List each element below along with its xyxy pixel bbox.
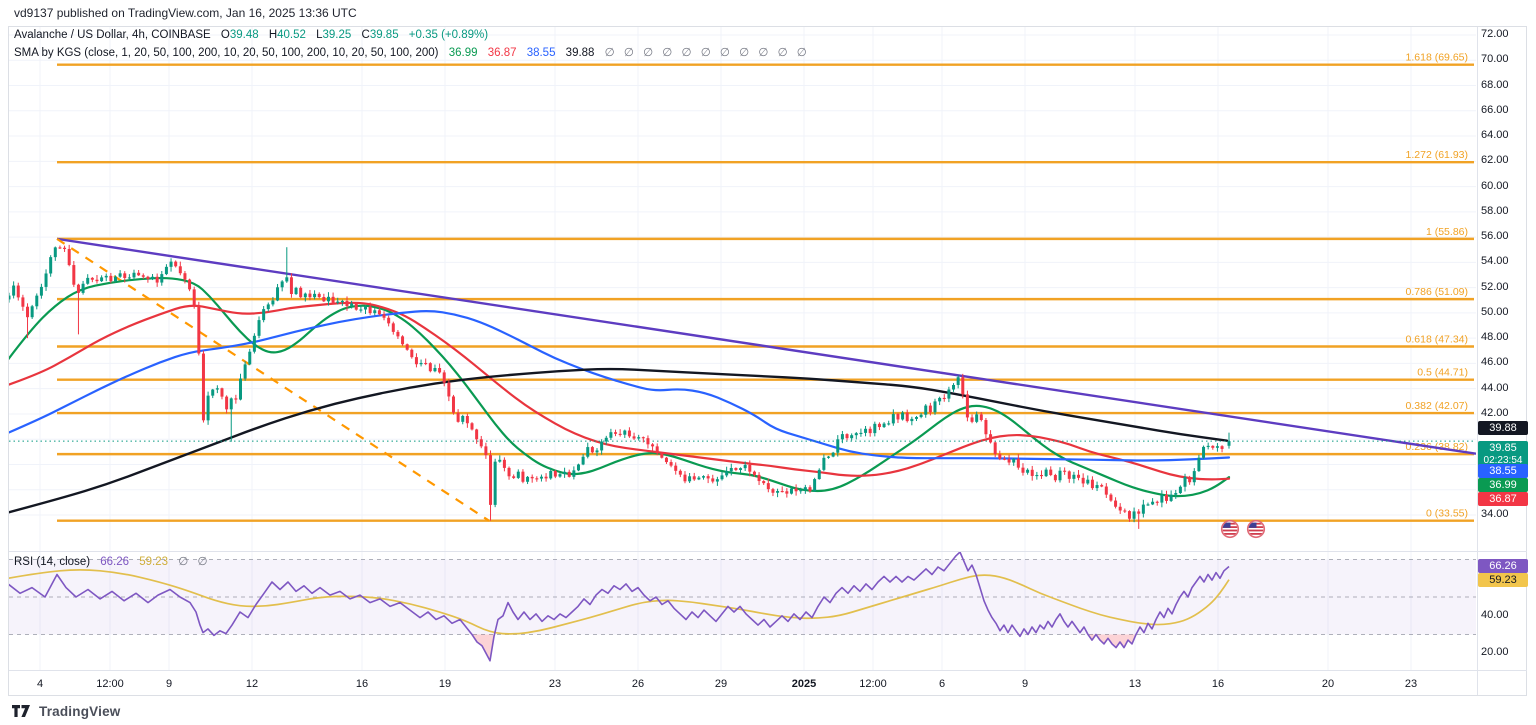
fib-level-label: 1.618 (69.65): [1406, 52, 1468, 64]
rsi-tick-label: 20.00: [1481, 646, 1509, 659]
symbol-title[interactable]: Avalanche / US Dollar, 4h, COINBASE: [14, 29, 211, 41]
sma-100-price-badge: 38.55: [1478, 464, 1528, 478]
price-tick-label: 50.00: [1481, 305, 1509, 318]
sma-legend[interactable]: SMA by KGS (close, 1, 20, 50, 100, 200, …: [14, 45, 810, 59]
price-tick-label: 60.00: [1481, 179, 1509, 192]
time-tick-label: 26: [631, 678, 645, 690]
us-flag-marker[interactable]: [1246, 519, 1266, 539]
time-tick-label: 16: [1211, 678, 1225, 690]
rsi-value-badge: 66.26: [1478, 559, 1528, 573]
fib-level-label: 1.272 (61.93): [1406, 149, 1468, 161]
time-tick-label: 20: [1321, 678, 1335, 690]
time-tick-label: 2025: [791, 678, 817, 690]
rsi-pane[interactable]: [9, 552, 1476, 670]
published-bar: vd9137 published on TradingView.com, Jan…: [0, 0, 1536, 26]
sma-20-price-badge: 36.99: [1478, 478, 1528, 492]
price-tick-label: 52.00: [1481, 280, 1509, 293]
ohlc-close-label: C: [361, 29, 370, 41]
fib-level-label: 0.786 (51.09): [1406, 286, 1468, 298]
price-tick-label: 48.00: [1481, 331, 1509, 344]
price-tick-label: 34.00: [1481, 508, 1509, 520]
fib-level-label: 0.618 (47.34): [1406, 333, 1468, 345]
time-tick-label: 23: [548, 678, 562, 690]
time-tick-label: 12:00: [859, 678, 887, 690]
rsi-tick-label: 40.00: [1481, 608, 1509, 621]
price-tick-label: 56.00: [1481, 230, 1509, 243]
price-tick-label: 64.00: [1481, 129, 1509, 142]
fib-level-label: 0 (33.55): [1426, 508, 1468, 520]
time-tick-label: 19: [438, 678, 452, 690]
sma-50-value: 36.87: [487, 47, 517, 59]
sma-20-value: 36.99: [448, 47, 478, 59]
time-tick-label: 12:00: [96, 678, 124, 690]
rsi-value: 66.26: [100, 556, 130, 568]
fib-level-label: 0.5 (44.71): [1417, 367, 1468, 379]
price-tick-label: 72.00: [1481, 28, 1509, 40]
main-price-pane[interactable]: 1.618 (69.65) 1.272 (61.93) 1 (55.86) 0.786…: [9, 27, 1476, 551]
sma-200-value: 39.88: [565, 47, 595, 59]
price-tick-label: 70.00: [1481, 53, 1509, 66]
price-tick-label: 62.00: [1481, 154, 1509, 167]
price-axis-separator: [1477, 27, 1478, 695]
time-tick-label: 29: [714, 678, 728, 690]
rsi-indicator-title[interactable]: RSI (14, close): [14, 556, 91, 568]
sma-200-price-badge: 39.88: [1478, 421, 1528, 435]
time-tick-label: 16: [355, 678, 369, 690]
price-tick-label: 46.00: [1481, 356, 1509, 369]
tradingview-footer[interactable]: TradingView: [12, 701, 120, 721]
us-flag-marker[interactable]: [1220, 519, 1240, 539]
price-tick-label: 54.00: [1481, 255, 1509, 268]
tradingview-logo-icon: [12, 704, 30, 717]
time-tick-label: 12: [245, 678, 259, 690]
ohlc-open-value: 39.48: [229, 29, 259, 41]
time-tick-label: 6: [938, 678, 946, 690]
change-value: +0.35 (+0.89%): [408, 29, 489, 41]
time-tick-label: 9: [1021, 678, 1029, 690]
fib-level-label: 1 (55.86): [1426, 226, 1468, 238]
sma-20-line: [9, 276, 1231, 498]
main-grid: [9, 27, 1476, 551]
sma-indicator-title[interactable]: SMA by KGS (close, 1, 20, 50, 100, 200, …: [14, 47, 439, 59]
ohlc-close-value: 39.85: [369, 29, 399, 41]
sma-empty-values: ∅ ∅ ∅ ∅ ∅ ∅ ∅ ∅ ∅ ∅ ∅: [604, 47, 810, 59]
rsi-empty-values: ∅ ∅: [178, 556, 211, 568]
sma-50-price-badge: 36.87: [1478, 492, 1528, 506]
price-tick-label: 44.00: [1481, 381, 1509, 394]
sma-100-value: 38.55: [526, 47, 556, 59]
fib-level-label: 0.382 (42.07): [1406, 400, 1468, 412]
time-tick-label: 9: [165, 678, 173, 690]
price-tick-label: 66.00: [1481, 103, 1509, 116]
ohlc-high-value: 40.52: [277, 29, 306, 41]
symbol-legend[interactable]: Avalanche / US Dollar, 4h, COINBASE O39.…: [14, 29, 488, 41]
ohlc-high-label: H: [268, 29, 278, 41]
rsi-ma-value-badge: 59.23: [1478, 573, 1528, 587]
tradingview-brand-text: TradingView: [39, 703, 121, 719]
time-axis-separator: [9, 670, 1527, 671]
ohlc-open-label: O: [220, 29, 230, 41]
rsi-band: [9, 559, 1476, 635]
rsi-legend[interactable]: RSI (14, close) 66.26 59.23 ∅ ∅: [14, 554, 210, 568]
rsi-ma-value: 59.23: [139, 556, 169, 568]
time-tick-label: 13: [1128, 678, 1142, 690]
fib-retracement: 1.618 (69.65) 1.272 (61.93) 1 (55.86) 0.786…: [57, 52, 1474, 522]
time-tick-label: 23: [1404, 678, 1418, 690]
ohlc-low-value: 39.25: [322, 29, 352, 41]
price-tick-label: 68.00: [1481, 78, 1509, 91]
time-tick-label: 4: [36, 678, 44, 690]
price-tick-label: 58.00: [1481, 204, 1509, 217]
price-tick-label: 42.00: [1481, 406, 1509, 419]
